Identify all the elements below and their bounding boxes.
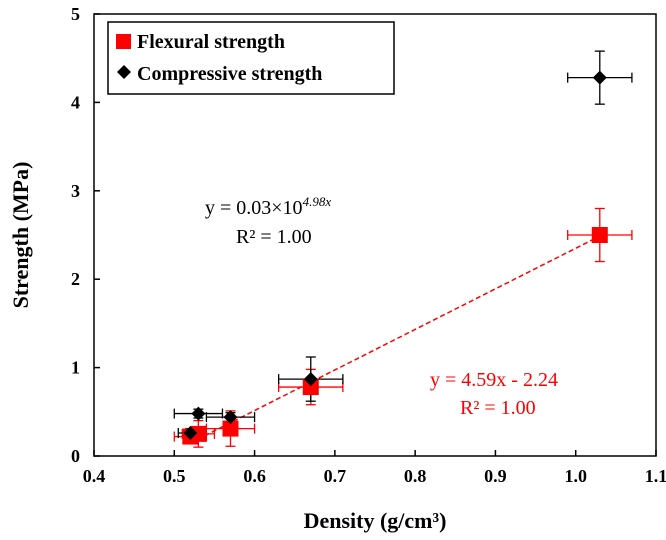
y-tick-label: 2 (71, 269, 80, 289)
x-tick-label: 0.7 (324, 466, 347, 486)
x-tick-label: 0.6 (243, 466, 266, 486)
flexural-point (591, 227, 608, 243)
y-tick-label: 3 (71, 181, 80, 201)
x-ticks: 0.4 0.5 0.6 0.7 0.8 0.9 1.0 1.1 (83, 450, 666, 486)
x-tick-label: 1.1 (645, 466, 666, 486)
compressive-point (303, 372, 318, 387)
x-tick-label: 0.4 (83, 466, 106, 486)
error-bars (173, 50, 633, 448)
x-tick-label: 0.9 (484, 466, 507, 486)
compressive-point (183, 426, 198, 441)
y-tick-label: 0 (71, 446, 80, 466)
y-tick-label: 1 (71, 358, 80, 378)
flexural-point (190, 425, 207, 442)
x-tick-label: 0.5 (163, 466, 186, 486)
compressive-equation-base: y = 0.03×10 (205, 197, 303, 219)
legend-label-compressive: Compressive strength (137, 63, 322, 85)
markers (182, 70, 608, 445)
compressive-equation-exponent: 4.98x (303, 194, 332, 209)
legend-label-flexural: Flexural strength (137, 31, 285, 53)
flexural-point (302, 379, 319, 396)
compressive-point (223, 410, 238, 425)
y-ticks: 0 1 2 3 4 5 (71, 4, 100, 466)
x-tick-label: 1.0 (564, 466, 587, 486)
compressive-equation: y = 0.03×104.98x (205, 194, 331, 219)
compressive-point (191, 406, 206, 421)
y-tick-label: 4 (71, 92, 80, 112)
legend-marker-flexural (116, 34, 131, 49)
y-tick-label: 5 (71, 4, 80, 24)
legend-marker-compressive (117, 65, 131, 79)
flexural-r2: R² = 1.00 (460, 397, 536, 419)
compressive-r2: R² = 1.00 (236, 226, 312, 248)
flexural-point (222, 420, 239, 437)
x-tick-label: 0.8 (404, 466, 427, 486)
trend-lines (190, 235, 601, 444)
flexural-equation: y = 4.59x - 2.24 (430, 369, 558, 391)
plot-area (93, 13, 657, 457)
compressive-point (592, 70, 607, 85)
legend: Flexural strength Compressive strength (107, 21, 395, 95)
flexural-trendline (190, 235, 601, 444)
x-axis-title: Density (g/cm³) (304, 508, 447, 533)
y-axis-title: Strength (MPa) (8, 162, 33, 309)
legend-box (107, 21, 395, 95)
